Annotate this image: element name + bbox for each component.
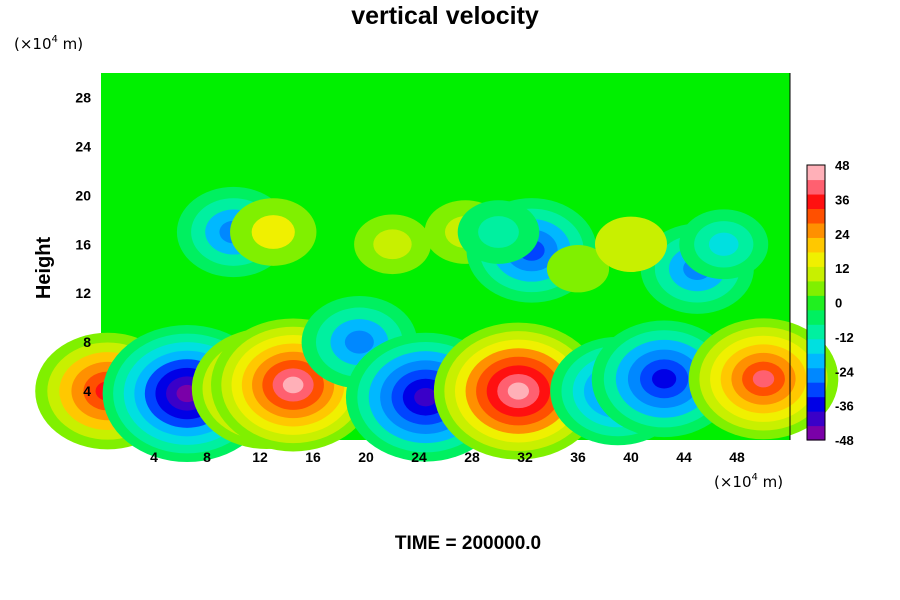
colorbar-segment <box>807 367 825 383</box>
contour-band <box>478 216 519 248</box>
colorbar-segment <box>807 338 825 354</box>
contour-band <box>344 330 374 354</box>
x-tick-label: 24 <box>411 449 427 465</box>
x-tick-label: 40 <box>623 449 639 465</box>
x-tick-label: 12 <box>252 449 268 465</box>
colorbar-segment <box>807 222 825 238</box>
colorbar-segment <box>807 266 825 282</box>
y-tick-label: 24 <box>75 138 91 154</box>
colorbar-tick-label: -24 <box>835 364 855 379</box>
y-axis-label: Height <box>33 237 55 300</box>
colorbar-tick-label: 0 <box>835 296 842 311</box>
contour-band <box>414 387 438 407</box>
field-feature-12 <box>230 198 317 266</box>
y-tick-label: 4 <box>83 383 91 399</box>
colorbar-tick-label: 24 <box>835 227 850 242</box>
contour-band <box>282 376 304 394</box>
x-tick-label: 48 <box>729 449 745 465</box>
chart-title: vertical velocity <box>351 2 539 30</box>
x-tick-label: 16 <box>305 449 321 465</box>
field-feature-13 <box>354 214 431 275</box>
x-tick-label: 28 <box>464 449 480 465</box>
contour-band <box>507 382 529 400</box>
contour-band <box>546 245 610 293</box>
contour-band <box>708 232 739 256</box>
field-feature-7 <box>433 322 603 460</box>
colorbar-tick-label: -48 <box>835 433 854 448</box>
field-feature-10 <box>688 318 839 440</box>
colorbar-segment <box>807 165 825 181</box>
colorbar <box>806 164 826 441</box>
plot-area <box>35 73 839 463</box>
colorbar-segment <box>807 309 825 325</box>
contour-band <box>652 369 677 389</box>
x-tick-label: 36 <box>570 449 586 465</box>
colorbar-segment <box>807 193 825 210</box>
x-tick-label: 20 <box>358 449 374 465</box>
velocity-field <box>35 186 839 463</box>
colorbar-segment <box>807 295 825 311</box>
x-axis-unit: (×104 m) <box>714 472 783 491</box>
colorbar-tick-label: 48 <box>835 158 849 173</box>
colorbar-segment <box>807 251 825 267</box>
contour-band <box>251 215 295 249</box>
contour-band <box>373 229 412 260</box>
y-tick-label: 16 <box>75 236 91 252</box>
colorbar-tick-label: -36 <box>835 399 854 414</box>
time-label: TIME = 200000.0 <box>395 533 541 554</box>
colorbar-border <box>806 164 826 441</box>
y-tick-label: 20 <box>75 187 91 203</box>
colorbar-segment <box>807 411 825 427</box>
colorbar-tick-label: 12 <box>835 261 849 276</box>
contour-band <box>752 370 775 388</box>
field-feature-19 <box>595 216 667 272</box>
colorbar-segment <box>807 280 825 296</box>
colorbar-segment <box>807 382 825 398</box>
y-tick-label: 28 <box>75 89 91 105</box>
colorbar-segment <box>807 425 825 441</box>
colorbar-segment <box>807 353 825 369</box>
field-feature-18 <box>546 245 610 293</box>
colorbar-segment <box>807 396 825 412</box>
contour-band <box>595 216 667 272</box>
colorbar-ticks: 48 36 24 12 0 -12 -24 -36 -48 <box>835 158 855 448</box>
y-tick-label: 12 <box>75 285 91 301</box>
colorbar-segment <box>807 324 825 340</box>
y-axis-ticks: 4 8 12 16 20 24 28 <box>75 89 91 399</box>
x-tick-label: 8 <box>203 449 211 465</box>
field-feature-17 <box>457 200 540 264</box>
colorbar-tick-label: 36 <box>835 192 849 207</box>
x-tick-label: 4 <box>150 449 158 465</box>
colorbar-segment <box>807 179 825 195</box>
x-tick-label: 32 <box>517 449 533 465</box>
colorbar-segment <box>807 208 825 224</box>
x-tick-label: 44 <box>676 449 692 465</box>
y-axis-unit: (×104 m) <box>14 34 83 53</box>
x-axis-ticks: 4 8 12 16 20 24 28 32 36 40 44 48 <box>150 449 745 465</box>
colorbar-tick-label: -12 <box>835 330 854 345</box>
field-feature-20 <box>679 209 769 280</box>
colorbar-segment <box>807 237 825 253</box>
y-tick-label: 8 <box>83 334 91 350</box>
